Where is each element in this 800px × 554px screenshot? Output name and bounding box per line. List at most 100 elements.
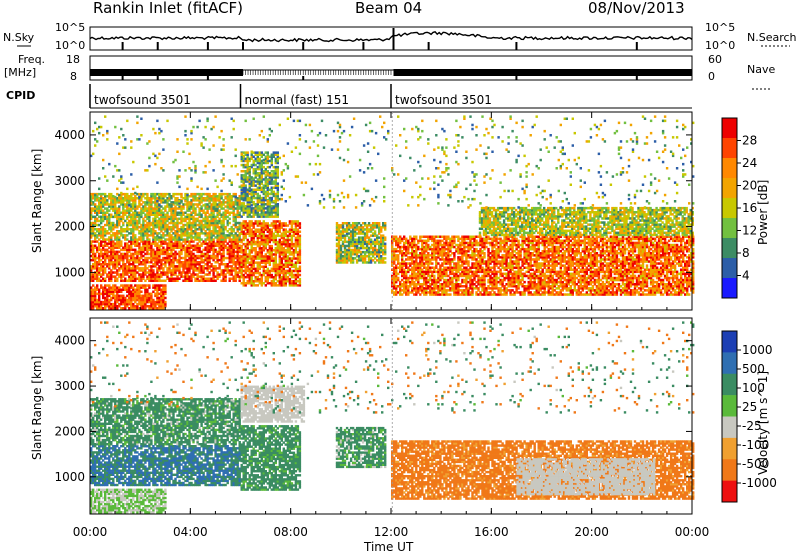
echo-cell <box>108 242 111 245</box>
echo-cell <box>186 258 189 262</box>
echo-cell <box>262 230 265 233</box>
echo-cell <box>206 228 209 231</box>
echo-cell <box>212 195 215 198</box>
echo-cell <box>190 265 193 268</box>
echo-cell <box>226 209 229 212</box>
echo-cell <box>242 196 245 200</box>
echo-cell <box>160 195 163 198</box>
echo-cell <box>200 271 203 274</box>
echo-cell <box>162 271 165 274</box>
echo-cell <box>258 161 261 165</box>
echo-cell <box>154 273 157 276</box>
echo-cell <box>134 267 137 270</box>
echo-cell <box>144 230 147 233</box>
echo-cell <box>118 223 121 227</box>
echo-cell <box>176 207 179 210</box>
echo-cell <box>288 228 292 231</box>
echo-cell <box>166 242 169 245</box>
echo-cell <box>102 209 105 212</box>
echo-cell <box>142 300 145 304</box>
echo-cell <box>218 195 221 198</box>
echo-cell <box>92 302 95 306</box>
echo-cell <box>298 282 302 285</box>
echo-cell <box>214 197 217 200</box>
echo-cell <box>192 252 195 256</box>
echo-cell <box>150 269 153 272</box>
echo-cell <box>260 249 263 252</box>
echo-cell <box>168 252 171 256</box>
echo-cell <box>244 234 247 238</box>
echo-cell <box>172 236 175 239</box>
echo-cell <box>216 209 219 212</box>
echo-cell <box>112 307 115 310</box>
echo-cell <box>192 273 195 276</box>
echo-cell <box>224 273 227 276</box>
echo-cell <box>284 275 287 279</box>
echo-cell <box>126 225 129 229</box>
echo-cell <box>140 192 143 196</box>
echo-cell <box>134 292 137 296</box>
echo-cell <box>112 228 115 231</box>
echo-cell <box>114 294 117 298</box>
echo-cell <box>252 180 255 183</box>
echo-cell <box>258 167 261 171</box>
echo-cell <box>264 284 267 287</box>
echo-cell <box>272 280 275 283</box>
echo-cell <box>262 244 265 248</box>
echo-cell <box>138 242 141 245</box>
echo-cell <box>110 271 113 274</box>
echo-cell <box>156 258 159 262</box>
echo-cell <box>126 215 129 219</box>
echo-cell <box>128 296 131 300</box>
echo-cell <box>92 265 95 268</box>
echo-cell <box>110 256 113 260</box>
echo-cell <box>202 267 205 270</box>
echo-cell <box>288 257 292 260</box>
echo-cell <box>104 192 107 196</box>
echo-cell <box>132 271 135 274</box>
echo-cell <box>290 228 294 231</box>
echo-cell <box>146 290 149 293</box>
echo-cell <box>278 240 281 244</box>
echo-cell <box>248 203 251 206</box>
echo-cell <box>200 219 203 223</box>
echo-cell <box>186 234 189 237</box>
echo-cell <box>252 213 255 216</box>
echo-cell <box>104 197 107 200</box>
echo-cell <box>148 279 151 282</box>
echo-cell <box>154 265 157 268</box>
echo-cell <box>164 240 167 243</box>
echo-cell <box>252 259 255 262</box>
echo-cell <box>286 259 290 262</box>
echo-cell <box>170 221 173 225</box>
echo-cell <box>162 246 165 249</box>
echo-cell <box>284 238 287 242</box>
echo-cell <box>210 256 213 260</box>
echo-cell <box>144 307 147 310</box>
echo-cell <box>124 284 127 287</box>
echo-cell <box>292 251 296 254</box>
echo-cell <box>242 159 245 163</box>
echo-cell <box>206 232 209 235</box>
echo-cell <box>138 269 141 272</box>
echo-cell <box>114 254 117 258</box>
echo-cell <box>266 230 269 233</box>
echo-cell <box>168 254 171 258</box>
echo-cell <box>118 294 121 298</box>
echo-cell <box>108 238 111 241</box>
echo-cell <box>104 213 107 216</box>
echo-cell <box>104 195 107 198</box>
echo-cell <box>284 222 287 225</box>
echo-cell <box>188 279 191 282</box>
echo-cell <box>298 255 302 258</box>
echo-cell <box>134 305 137 308</box>
echo-cell <box>116 225 119 229</box>
echo-cell <box>120 219 123 223</box>
echo-cell <box>92 250 95 254</box>
echo-cell <box>142 240 145 243</box>
echo-cell <box>156 244 159 247</box>
echo-cell <box>258 247 261 250</box>
echo-cell <box>192 209 195 212</box>
echo-cell <box>286 244 290 248</box>
echo-cell <box>116 252 119 256</box>
